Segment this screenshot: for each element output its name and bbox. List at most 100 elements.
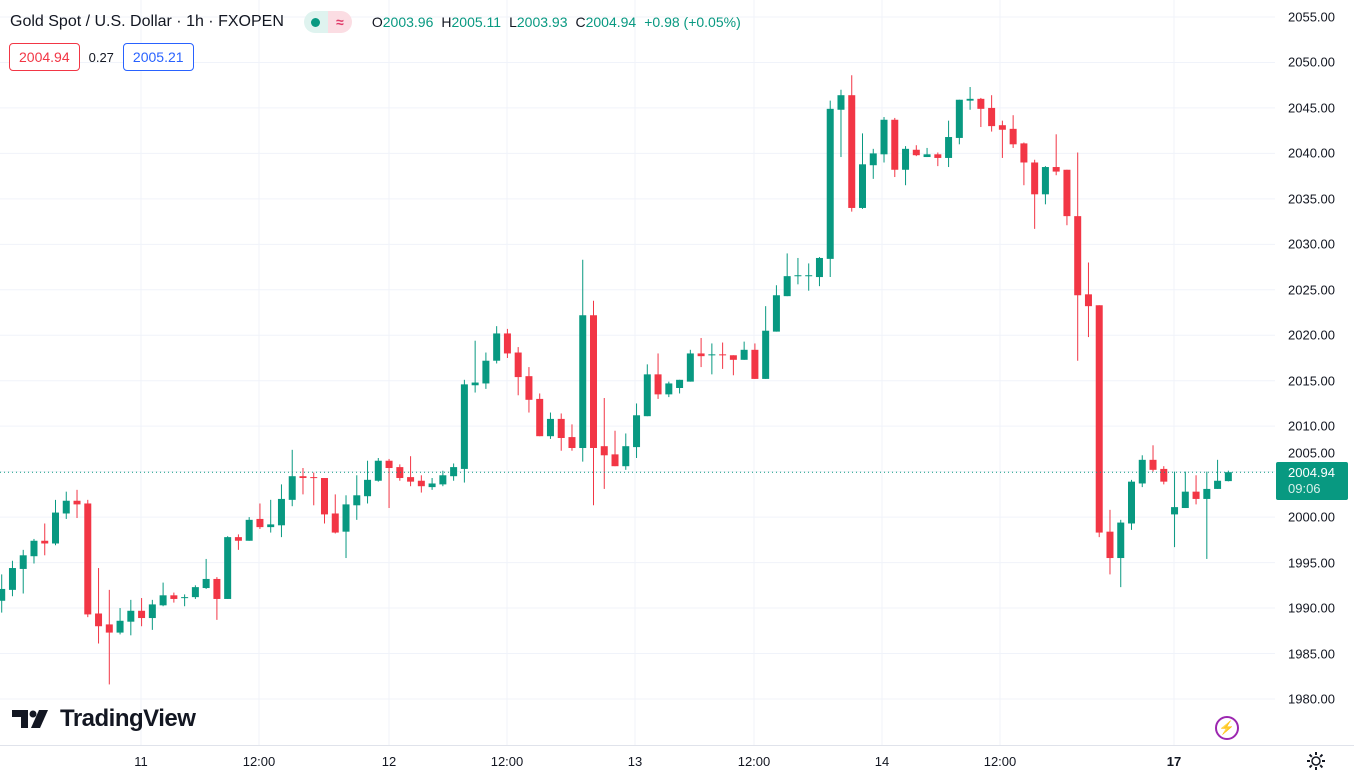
candle — [277, 484, 285, 538]
candle-body — [267, 524, 275, 528]
candle-body — [138, 610, 146, 619]
candle — [1084, 262, 1092, 338]
candle — [1020, 142, 1028, 186]
compare-icon: ≈ — [327, 11, 352, 33]
candle — [1117, 519, 1125, 588]
candle-body — [848, 95, 856, 208]
candle — [1031, 159, 1039, 229]
candle-body — [191, 587, 199, 598]
candle-body — [116, 620, 124, 633]
candle-body — [945, 137, 953, 158]
candle-body — [170, 595, 178, 599]
sell-button[interactable]: 2004.94 — [9, 43, 80, 71]
price-tick-label: 2005.00 — [1288, 445, 1335, 461]
candle — [353, 475, 361, 520]
candle — [73, 489, 81, 519]
candle-body — [41, 540, 49, 544]
gear-icon[interactable] — [1305, 750, 1327, 772]
close-label: C — [575, 14, 586, 30]
candle-body — [772, 295, 780, 332]
open-value: 2003.96 — [382, 14, 434, 30]
candle-body — [364, 479, 372, 497]
candle-body — [1138, 459, 1146, 484]
candle-body — [224, 537, 232, 599]
candle — [1074, 152, 1082, 361]
candle — [643, 364, 651, 417]
candle — [880, 117, 888, 163]
candle-body — [923, 154, 931, 158]
candle — [288, 449, 296, 507]
candle-body — [934, 154, 942, 158]
time-tick-label: 14 — [874, 754, 890, 769]
candle-body — [590, 315, 597, 449]
tradingview-logo[interactable]: TradingView — [12, 705, 196, 733]
candle — [374, 458, 382, 482]
candle-body — [127, 610, 135, 622]
candle — [428, 478, 436, 490]
candle-body — [471, 382, 479, 386]
candle-body — [815, 257, 823, 278]
time-tick-label: 12:00 — [242, 754, 276, 769]
candle — [321, 478, 328, 524]
brand-name: TradingView — [60, 705, 196, 732]
candle — [1171, 471, 1179, 548]
close-value: 2004.94 — [585, 14, 637, 30]
candle-body — [503, 333, 511, 354]
candle — [450, 463, 458, 481]
candle-body — [1149, 459, 1157, 470]
candle — [62, 491, 70, 519]
price-tick-label: 2035.00 — [1288, 191, 1335, 207]
candle — [234, 534, 242, 550]
price-tick-label: 2010.00 — [1288, 418, 1335, 434]
candle — [1149, 445, 1157, 472]
candle-body — [1074, 216, 1082, 296]
candle — [1160, 466, 1168, 485]
candle — [579, 259, 587, 462]
buy-button[interactable]: 2005.21 — [122, 43, 194, 71]
candle — [600, 397, 608, 489]
candle — [869, 148, 877, 179]
candle — [439, 470, 447, 487]
symbol-title[interactable]: Gold Spot / U.S. Dollar · 1h · FXOPEN — [10, 13, 284, 30]
candle-body — [794, 275, 802, 277]
candle — [127, 599, 135, 636]
time-tick-label: 12 — [381, 754, 397, 769]
candle-body — [600, 446, 608, 456]
candle-body — [385, 460, 393, 469]
candle-body — [708, 354, 716, 356]
candle-body — [0, 588, 6, 601]
lightning-icon[interactable]: ⚡ — [1215, 716, 1239, 740]
candle-body — [202, 578, 210, 589]
candle-body — [73, 500, 81, 505]
time-tick-label: 12:00 — [490, 754, 524, 769]
candle-body — [62, 500, 70, 514]
candle — [342, 495, 350, 559]
candle — [407, 456, 415, 487]
candle — [945, 120, 953, 168]
candle-body — [1031, 162, 1039, 195]
candle-body — [966, 98, 974, 101]
candle-body — [245, 519, 253, 541]
time-tick-label: 11 — [134, 754, 148, 769]
candle-body — [686, 353, 694, 382]
candle-body — [805, 275, 813, 277]
candle-body — [407, 477, 415, 482]
status-pill[interactable]: ≈ — [303, 11, 352, 33]
candle-body — [665, 383, 673, 395]
candle — [41, 523, 49, 556]
candle-body — [568, 437, 576, 449]
candle — [557, 413, 565, 451]
candle-body — [1171, 507, 1179, 515]
candle-body — [417, 480, 425, 487]
candle — [1138, 455, 1146, 488]
candle — [955, 99, 963, 145]
candle — [159, 582, 167, 607]
candle-body — [1224, 472, 1232, 482]
candle-body — [837, 95, 845, 110]
candle-body — [1128, 481, 1135, 524]
candle — [719, 342, 727, 369]
candle — [191, 585, 199, 599]
candle-body — [52, 512, 59, 544]
candle — [202, 558, 210, 589]
